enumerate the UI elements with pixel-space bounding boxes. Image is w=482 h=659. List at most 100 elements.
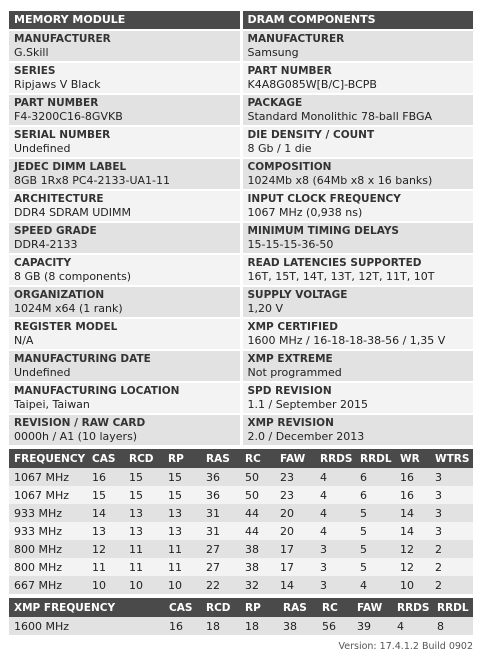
info-value: 1600 MHz / 16-18-18-38-56 / 1,35 V [247,334,446,347]
info-cell: JEDEC DIMM LABEL 8GB 1Rx8 PC4-2133-UA1-11 [9,159,240,189]
info-columns: MANUFACTURER G.Skill SERIES Ripjaws V Black… [9,29,473,445]
table-cell: 933 MHz [9,522,87,540]
info-label: SPEED GRADE [14,225,97,237]
info-cell: XMP REVISION 2.0 / December 2013 [242,415,473,445]
table-cell: 5 [355,522,395,540]
table-cell: 11 [87,558,124,576]
info-cell: MANUFACTURER Samsung [242,31,473,61]
info-label: JEDEC DIMM LABEL [14,161,127,173]
table-cell: 50 [240,468,275,486]
table-cell: 11 [124,558,163,576]
table-cell: 10 [395,576,430,594]
column-header: FREQUENCY [9,449,87,468]
column-header: RRDL [355,449,395,468]
info-cell: SPEED GRADE DDR4-2133 [9,223,240,253]
info-value: 2.0 / December 2013 [247,430,365,443]
table-cell: 44 [240,504,275,522]
info-label: MINIMUM TIMING DELAYS [247,225,399,237]
table-row: 1600 MHz 16 18 18 38 56 39 4 8 [9,617,473,635]
section-headers: MEMORY MODULE DRAM COMPONENTS [9,11,473,29]
table-row: 800 MHz 11 11 11 27 38 17 3 5 12 2 [9,558,473,576]
table-cell: 3 [430,504,473,522]
table-cell: 23 [275,486,315,504]
info-value: 1024Mb x8 (64Mb x8 x 16 banks) [247,174,433,187]
column-header: RC [317,598,352,617]
memory-module-column: MANUFACTURER G.Skill SERIES Ripjaws V Black… [9,29,240,445]
table-cell: 4 [315,468,355,486]
info-value: 1.1 / September 2015 [247,398,368,411]
info-label: INPUT CLOCK FREQUENCY [247,193,401,205]
info-label: DIE DENSITY / COUNT [247,129,375,141]
column-header: RAS [201,449,240,468]
info-label: ARCHITECTURE [14,193,104,205]
info-value: 15-15-15-36-50 [247,238,334,251]
table-cell: 2 [430,558,473,576]
info-value: Ripjaws V Black [14,78,101,91]
info-cell: MANUFACTURER G.Skill [9,31,240,61]
column-header: RAS [278,598,317,617]
table-cell: 32 [240,576,275,594]
table-cell: 20 [275,522,315,540]
table-cell: 4 [315,522,355,540]
info-label: XMP REVISION [247,417,334,429]
column-header: WR [395,449,430,468]
table-cell: 13 [124,504,163,522]
column-header: RC [240,449,275,468]
table-cell: 800 MHz [9,558,87,576]
info-value: Not programmed [247,366,342,379]
table-cell: 27 [201,558,240,576]
column-header: WTRS [430,449,473,468]
table-cell: 16 [164,617,201,635]
dram-components-column: MANUFACTURER Samsung PART NUMBER K4A8G085W[… [242,29,473,445]
table-cell: 17 [275,540,315,558]
column-header: RP [163,449,201,468]
table-cell: 18 [201,617,240,635]
info-label: PART NUMBER [247,65,332,77]
info-value: DDR4 SDRAM UDIMM [14,206,131,219]
table-cell: 3 [315,558,355,576]
table-cell: 15 [124,486,163,504]
table-cell: 31 [201,522,240,540]
info-cell: XMP CERTIFIED 1600 MHz / 16-18-18-38-56 /… [242,319,473,349]
info-value: 1024M x64 (1 rank) [14,302,123,315]
table-cell: 4 [355,576,395,594]
table-cell: 36 [201,468,240,486]
info-cell: REVISION / RAW CARD 0000h / A1 (10 layers… [9,415,240,445]
table-cell: 16 [395,468,430,486]
info-value: Taipei, Taiwan [14,398,90,411]
table-cell: 38 [240,558,275,576]
info-cell: DIE DENSITY / COUNT 8 Gb / 1 die [242,127,473,157]
table-cell: 4 [392,617,432,635]
table-cell: 3 [315,540,355,558]
info-label: SPD REVISION [247,385,332,397]
table-cell: 16 [395,486,430,504]
table-cell: 12 [395,558,430,576]
column-header: RP [240,598,278,617]
table-cell: 14 [395,522,430,540]
info-label: COMPOSITION [247,161,332,173]
table-cell: 13 [124,522,163,540]
table-cell: 23 [275,468,315,486]
table-cell: 4 [315,504,355,522]
info-label: SERIAL NUMBER [14,129,111,141]
info-cell: XMP EXTREME Not programmed [242,351,473,381]
info-label: MANUFACTURING DATE [14,353,151,365]
table-cell: 27 [201,540,240,558]
table-cell: 5 [355,558,395,576]
info-label: MANUFACTURER [247,33,345,45]
info-cell: SPD REVISION 1.1 / September 2015 [242,383,473,413]
info-cell: ORGANIZATION 1024M x64 (1 rank) [9,287,240,317]
table-cell: 15 [124,468,163,486]
memory-module-header: MEMORY MODULE [9,11,240,29]
table-cell: 4 [315,486,355,504]
info-label: MANUFACTURER [14,33,111,45]
table-cell: 10 [87,576,124,594]
table-cell: 31 [201,504,240,522]
info-value: N/A [14,334,34,347]
info-label: MANUFACTURING LOCATION [14,385,180,397]
info-value: G.Skill [14,46,49,59]
info-cell: MANUFACTURING LOCATION Taipei, Taiwan [9,383,240,413]
table-cell: 1067 MHz [9,486,87,504]
info-value: 8 Gb / 1 die [247,142,312,155]
info-value: F4-3200C16-8GVKB [14,110,123,123]
